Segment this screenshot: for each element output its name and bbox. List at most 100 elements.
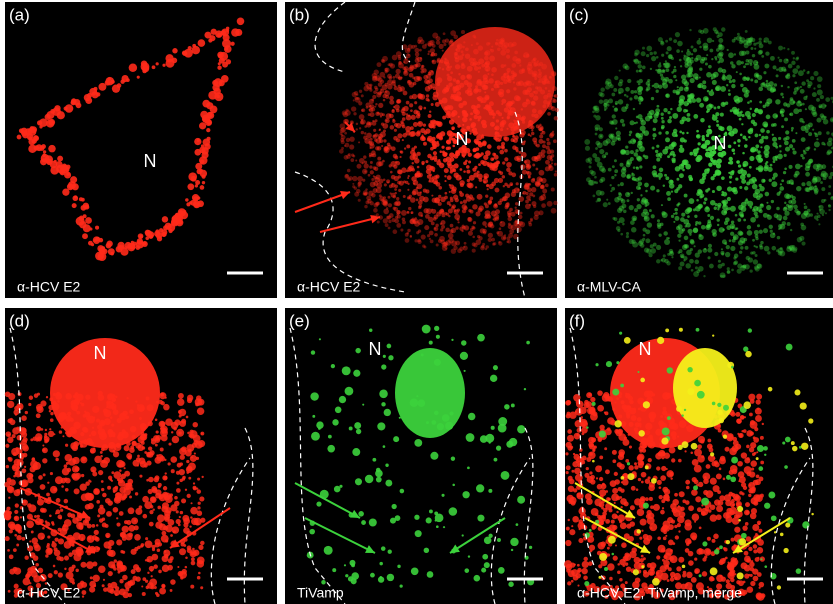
- signal-dot: [353, 99, 355, 101]
- signal-dot: [373, 135, 375, 137]
- signal-dot: [485, 434, 494, 443]
- signal-dot: [753, 544, 758, 549]
- signal-dot: [783, 171, 786, 174]
- signal-dot: [743, 65, 746, 68]
- signal-dot: [421, 65, 424, 68]
- signal-dot: [689, 29, 691, 31]
- signal-dot: [477, 235, 480, 238]
- signal-dot: [136, 567, 141, 572]
- signal-dot: [511, 404, 515, 408]
- signal-dot: [421, 161, 425, 165]
- signal-dot: [73, 422, 81, 430]
- signal-dot: [635, 149, 638, 152]
- signal-dot: [122, 526, 129, 533]
- signal-dot: [371, 150, 376, 155]
- signal-dot: [159, 421, 166, 428]
- signal-dot: [726, 579, 730, 583]
- signal-dot: [186, 416, 189, 419]
- signal-dot: [702, 135, 705, 138]
- signal-dot: [805, 108, 807, 110]
- signal-dot: [463, 161, 467, 165]
- signal-dot: [95, 226, 99, 230]
- signal-dot: [651, 214, 655, 218]
- signal-dot: [685, 263, 691, 269]
- signal-dot: [369, 519, 377, 527]
- signal-dot: [651, 97, 654, 100]
- signal-dot: [753, 122, 757, 126]
- signal-dot: [808, 122, 813, 127]
- signal-dot: [436, 141, 439, 144]
- signal-dot: [766, 80, 769, 83]
- signal-dot: [637, 80, 640, 83]
- signal-dot: [174, 501, 180, 507]
- signal-dot: [511, 172, 516, 177]
- signal-dot: [736, 60, 741, 65]
- signal-dot: [501, 142, 505, 146]
- signal-dot: [466, 170, 470, 174]
- signal-dot: [117, 479, 120, 482]
- signal-dot: [554, 116, 558, 120]
- signal-dot: [370, 161, 373, 164]
- signal-dot: [405, 126, 411, 132]
- signal-dot: [712, 80, 717, 85]
- signal-dot: [426, 80, 430, 84]
- signal-dot: [389, 100, 394, 105]
- signal-dot: [208, 91, 217, 100]
- signal-dot: [631, 192, 633, 194]
- signal-dot: [817, 89, 823, 95]
- signal-dot: [490, 375, 497, 382]
- signal-dot: [661, 113, 664, 116]
- signal-dot: [383, 130, 386, 133]
- signal-dot: [467, 466, 470, 469]
- signal-dot: [363, 155, 366, 158]
- signal-dot: [379, 129, 381, 131]
- signal-dot: [828, 192, 831, 195]
- signal-dot: [714, 107, 717, 110]
- signal-dot: [110, 252, 114, 256]
- signal-dot: [581, 432, 584, 435]
- signal-dot: [821, 199, 825, 203]
- signal-dot: [480, 246, 485, 251]
- signal-dot: [690, 78, 695, 83]
- signal-dot: [546, 146, 550, 150]
- signal-dot: [668, 54, 673, 59]
- signal-dot: [197, 506, 200, 509]
- signal-dot: [226, 29, 229, 32]
- signal-dot: [5, 510, 10, 515]
- signal-dot: [607, 553, 610, 556]
- signal-dot: [373, 166, 377, 170]
- signal-dot: [729, 157, 733, 161]
- signal-dot: [335, 406, 342, 413]
- signal-dot: [746, 445, 750, 449]
- signal-dot: [162, 531, 167, 536]
- signal-dot: [401, 167, 407, 173]
- signal-dot: [669, 447, 676, 454]
- signal-dot: [693, 208, 696, 211]
- signal-dot: [792, 68, 798, 74]
- signal-dot: [72, 565, 76, 569]
- signal-dot: [191, 557, 195, 561]
- signal-dot: [661, 120, 664, 123]
- signal-dot: [548, 164, 551, 167]
- signal-dot: [54, 538, 58, 542]
- signal-dot: [779, 186, 784, 191]
- signal-dot: [612, 106, 614, 108]
- signal-dot: [431, 420, 436, 425]
- signal-dot: [738, 164, 741, 167]
- signal-dot: [192, 44, 196, 48]
- signal-dot: [9, 554, 14, 559]
- signal-dot: [712, 539, 716, 543]
- signal-dot: [727, 270, 731, 274]
- signal-dot: [86, 561, 94, 569]
- signal-dot: [800, 89, 805, 94]
- signal-dot: [21, 479, 29, 487]
- signal-dot: [65, 393, 72, 400]
- signal-dot: [464, 206, 468, 210]
- signal-dot: [351, 563, 355, 567]
- signal-dot: [701, 145, 704, 148]
- signal-dot: [201, 476, 203, 478]
- signal-dot: [339, 149, 344, 154]
- signal-dot: [434, 226, 439, 231]
- signal-dot: [53, 393, 56, 396]
- signal-dot: [401, 210, 407, 216]
